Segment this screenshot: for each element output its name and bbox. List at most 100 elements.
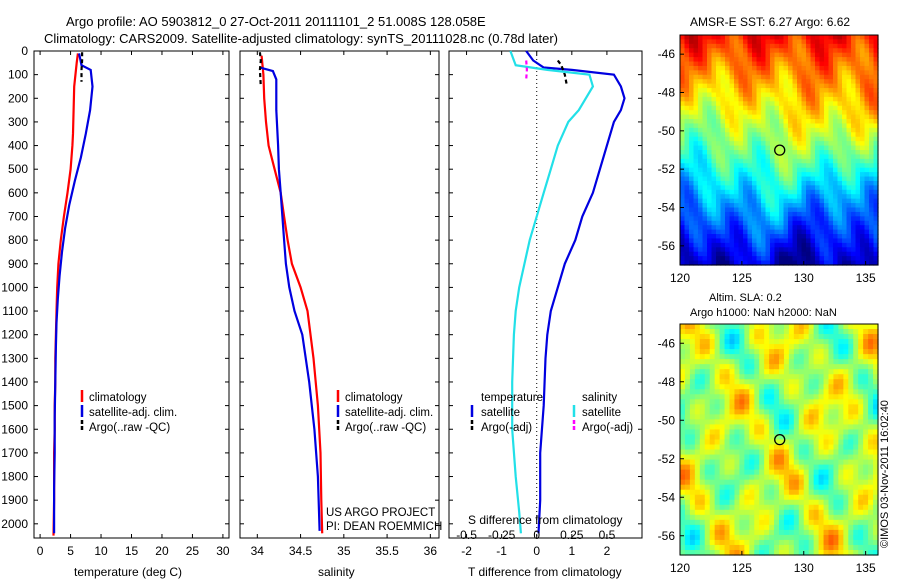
heatmap-cell [815,96,821,102]
heatmap-cell [818,444,825,451]
heatmap-cell [843,499,849,506]
heatmap-cell [788,150,794,156]
heatmap-cell [869,57,875,63]
heatmap-cell [803,454,810,461]
heatmap-cell [774,394,780,400]
heatmap-cell [734,539,740,546]
heatmap-cell [739,354,745,360]
heatmap-cell [714,374,721,380]
heatmap-cell [738,96,744,102]
heatmap-cell [801,167,807,173]
heatmap-cell [754,454,760,461]
heatmap-cell [823,349,830,355]
heatmap-cell [689,154,695,160]
heatmap-cell [699,444,706,451]
heatmap-cell [869,79,875,85]
heatmap-cell [684,185,690,191]
heatmap-cell [858,494,864,501]
heatmap-cell [833,484,839,491]
heatmap-cell [754,439,760,446]
heatmap-cell [853,489,859,496]
heatmap-cell [694,334,701,340]
heatmap-cell [702,189,708,195]
heatmap-cell [779,185,785,191]
heatmap-cell [724,524,731,531]
heatmap-cell [798,484,805,491]
heatmap-cell [756,110,762,116]
heatmap-cell [833,158,839,164]
heatmap-cell [838,429,844,436]
heatmap-cell [873,399,879,405]
heatmap-cell [765,189,771,195]
heatmap-cell [793,464,800,471]
heatmap-cell [693,154,699,160]
heatmap-cell [873,251,879,257]
heatmap-cell [843,489,849,496]
heatmap-cell [774,256,780,262]
heatmap-cell [793,494,800,501]
depth-tick-label: 1500 [1,399,28,413]
heatmap-cell [743,194,749,200]
heatmap-cell [765,247,771,253]
heatmap-cell [743,132,749,138]
heatmap-cell [754,489,760,496]
heatmap-cell [698,158,704,164]
heatmap-cell [774,185,780,191]
heatmap-cell [779,414,785,421]
heatmap-cell [823,544,830,551]
heatmap-cell [734,242,740,248]
heatmap-cell [842,238,848,244]
heatmap-cell [744,519,750,526]
heatmap-cell [846,141,852,147]
heatmap-cell [699,344,706,350]
heatmap-cell [783,180,789,186]
heatmap-cell [823,394,830,400]
heatmap-cell [806,119,812,125]
heatmap-cell [774,216,780,222]
heatmap-cell [843,454,849,461]
heatmap-cell [684,449,691,456]
depth-tick-label: 1600 [1,422,28,436]
heatmap-cell [788,529,795,536]
heatmap-cell [815,220,821,226]
heatmap-cell [863,334,869,340]
heatmap-cell [815,141,821,147]
heatmap-cell [864,167,870,173]
heatmap-cell [738,141,744,147]
heatmap-cell [761,136,767,142]
heatmap-cell [873,79,879,85]
heatmap-cell [729,504,736,511]
heatmap-cell [689,96,695,102]
heatmap-cell [842,43,848,49]
heatmap-cell [738,189,744,195]
heatmap-cell [689,225,695,231]
heatmap-cell [747,127,753,133]
heatmap-cell [680,404,686,410]
heatmap-cell [738,101,744,107]
heatmap-cell [863,529,869,536]
heatmap-cell [698,225,704,231]
heatmap-cell [680,399,686,405]
heatmap-cell [783,65,789,71]
heatmap-cell [819,48,825,54]
heatmap-cell [684,339,691,345]
heatmap-cell [783,384,790,390]
heatmap-cell [756,194,762,200]
heatmap-cell [774,234,780,240]
heatmap-cell [702,48,708,54]
heatmap-cell [858,439,864,446]
heatmap-cell [853,549,859,556]
heatmap-cell [689,329,696,335]
heatmap-cell [716,242,722,248]
heatmap-cell [743,207,749,213]
heatmap-cell [813,369,820,375]
heatmap-cell [868,449,874,456]
heatmap-cell [828,424,835,431]
heatmap-cell [819,238,825,244]
heatmap-cell [828,514,835,521]
depth-tick-label: 1900 [1,493,28,507]
heatmap-cell [749,464,755,471]
heatmap-cell [702,180,708,186]
heatmap-cell [680,444,686,451]
heatmap-cell [837,136,843,142]
